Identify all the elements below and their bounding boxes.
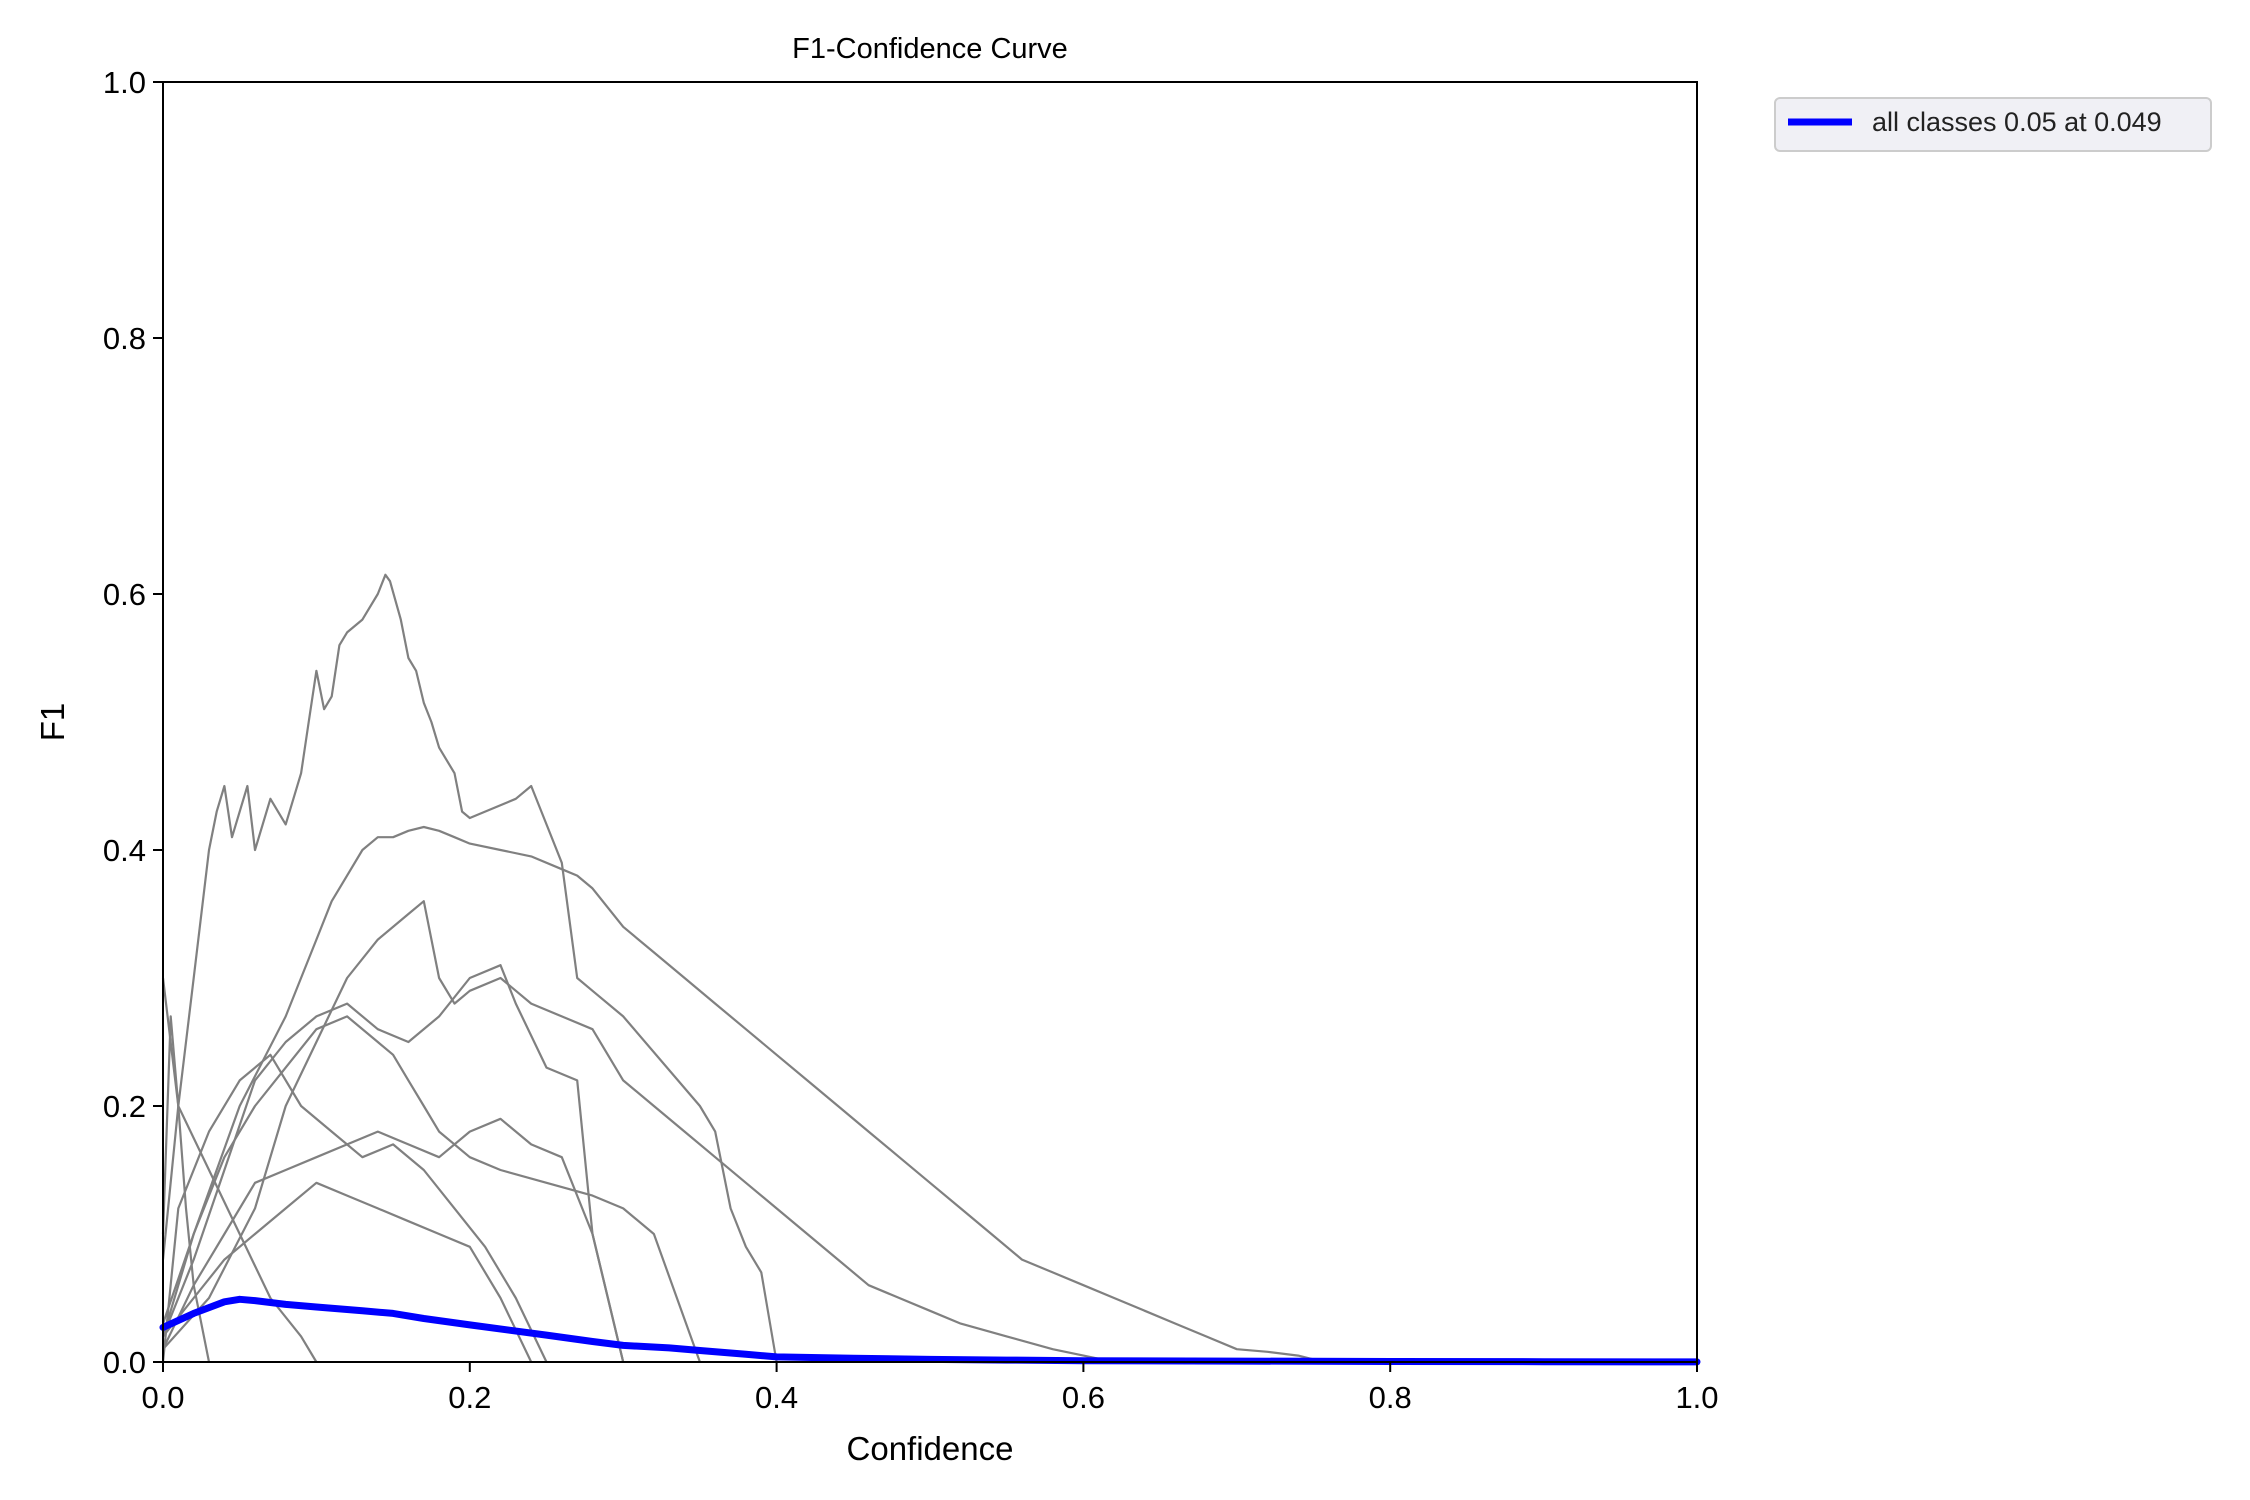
x-tick-label: 1.0 [1675, 1380, 1718, 1415]
class-curve-8 [162, 1181, 533, 1363]
class-curve-7 [162, 1117, 625, 1363]
chart-title: F1-Confidence Curve [792, 33, 1068, 65]
y-axis-label: F1 [34, 703, 71, 742]
summary-curve-all-classes [159, 1295, 1701, 1366]
y-tick-label: 0.2 [103, 1089, 146, 1124]
y-tick-label: 0.0 [103, 1345, 146, 1380]
x-tick-label: 0.6 [1062, 1380, 1105, 1415]
y-axis-ticks: 0.0 0.2 0.4 0.6 0.8 1.0 [103, 65, 163, 1380]
legend-label-all-classes: all classes 0.05 at 0.049 [1872, 107, 2162, 137]
plot-area [163, 82, 1697, 1362]
y-tick-label: 0.4 [103, 833, 146, 868]
class-curve-10 [161, 1015, 211, 1363]
y-tick-label: 0.6 [103, 577, 146, 612]
x-tick-label: 0.0 [141, 1380, 184, 1415]
x-tick-label: 0.4 [755, 1380, 798, 1415]
class-curve-1 [161, 573, 778, 1363]
x-axis-ticks: 0.0 0.2 0.4 0.6 0.8 1.0 [141, 1362, 1719, 1415]
legend-box [1774, 97, 2212, 152]
class-curves [161, 573, 1329, 1364]
class-curve-3 [162, 900, 1115, 1364]
class-curve-2 [161, 825, 1329, 1364]
y-tick-label: 1.0 [103, 65, 146, 100]
summary-curve-group [159, 1295, 1701, 1366]
class-curve-4 [161, 964, 625, 1363]
x-axis-label: Confidence [847, 1430, 1014, 1467]
x-tick-label: 0.8 [1369, 1380, 1412, 1415]
x-tick-label: 0.2 [448, 1380, 491, 1415]
class-curve-5 [161, 1015, 701, 1363]
y-tick-label: 0.8 [103, 321, 146, 356]
legend: all classes 0.05 at 0.049 [1774, 97, 2212, 152]
plot-frame [162, 81, 1698, 1363]
